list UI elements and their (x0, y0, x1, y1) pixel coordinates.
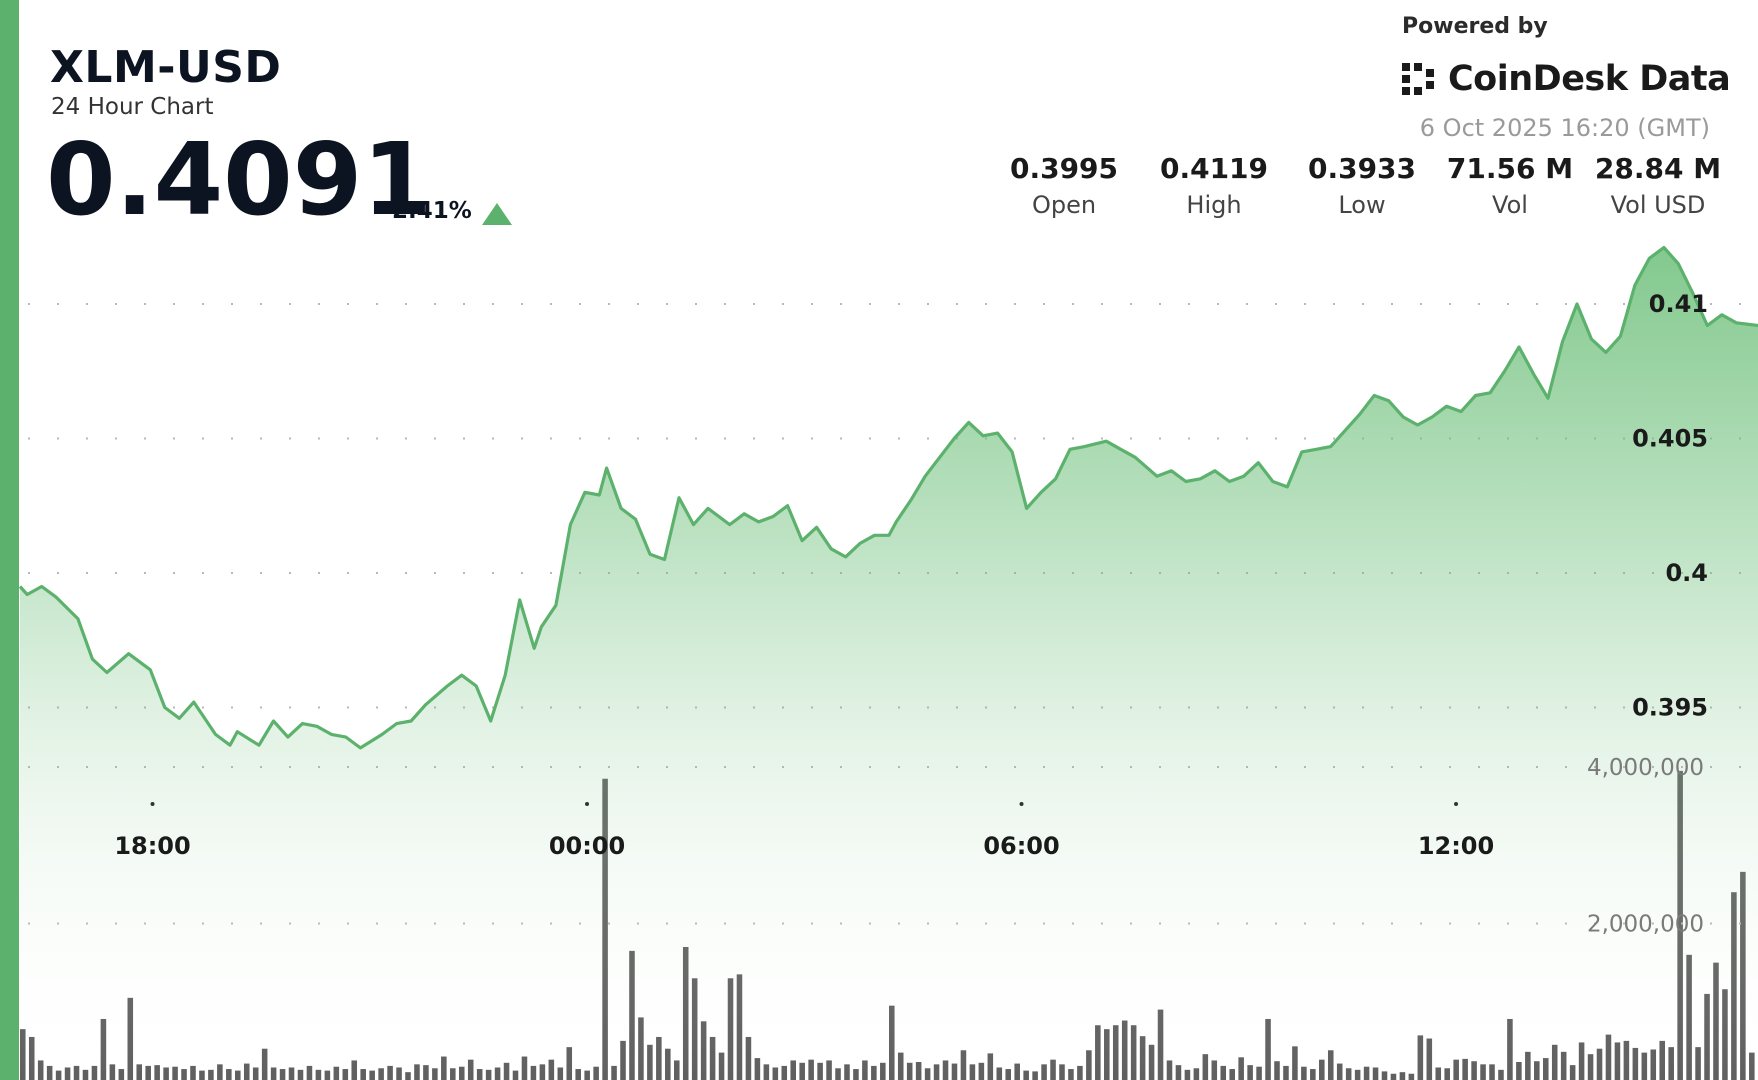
stat-vol-usd: 28.84 M Vol USD (1578, 152, 1738, 219)
stat-label: Vol (1492, 191, 1528, 219)
time-tick-mark (1454, 802, 1459, 806)
price-tick-label: 0.4 (1665, 559, 1708, 587)
stat-value: 0.4119 (1159, 152, 1269, 185)
stat-value: 28.84 M (1594, 152, 1722, 185)
volume-tick-label: 2,000,000 (1587, 912, 1704, 938)
stat-label: Vol USD (1610, 191, 1706, 219)
time-tick-label: 00:00 (549, 832, 625, 860)
chart-subtitle: 24 Hour Chart (51, 94, 214, 120)
time-tick-label: 06:00 (983, 832, 1059, 860)
time-tick-mark (1019, 802, 1024, 806)
stat-label: Low (1338, 191, 1386, 219)
current-price: 0.4091 (46, 121, 432, 238)
powered-by-label: Powered by (1402, 14, 1548, 39)
stat-label: High (1186, 191, 1242, 219)
coindesk-logo-icon (1402, 63, 1434, 95)
symbol-title: XLM-USD (50, 42, 282, 93)
price-area-fill (20, 247, 1758, 1080)
stat-open: 0.3995 Open (984, 152, 1144, 219)
time-tick-mark (585, 802, 590, 806)
stat-vol: 71.56 M Vol (1430, 152, 1590, 219)
triangle-up-icon (482, 203, 512, 225)
price-tick-label: 0.41 (1649, 290, 1708, 318)
price-tick-label: 0.395 (1632, 694, 1708, 722)
stat-high: 0.4119 High (1134, 152, 1294, 219)
price-area (18, 245, 1758, 1080)
price-tick-label: 0.405 (1632, 425, 1708, 453)
stat-value: 0.3933 (1307, 152, 1417, 185)
price-change-percent: 2.41% (392, 198, 472, 224)
brand-name: CoinDesk Data (1448, 59, 1731, 99)
time-tick-label: 18:00 (114, 832, 190, 860)
stat-label: Open (1031, 191, 1097, 219)
price-line (18, 245, 1758, 750)
timestamp: 6 Oct 2025 16:20 (GMT) (1419, 114, 1710, 142)
time-tick-label: 12:00 (1418, 832, 1494, 860)
stat-value: 71.56 M (1446, 152, 1574, 185)
time-tick-mark (150, 802, 155, 806)
axis-labels: 0.41 0.405 0.4 0.395 4,000,000 2,000,000 18:00… (114, 290, 1708, 938)
stat-low: 0.3933 Low (1282, 152, 1442, 219)
volume-tick-label: 4,000,000 (1587, 755, 1704, 781)
brand-logo: CoinDesk Data (1400, 56, 1731, 102)
stat-value: 0.3995 (1009, 152, 1119, 185)
accent-bar (0, 0, 19, 1080)
